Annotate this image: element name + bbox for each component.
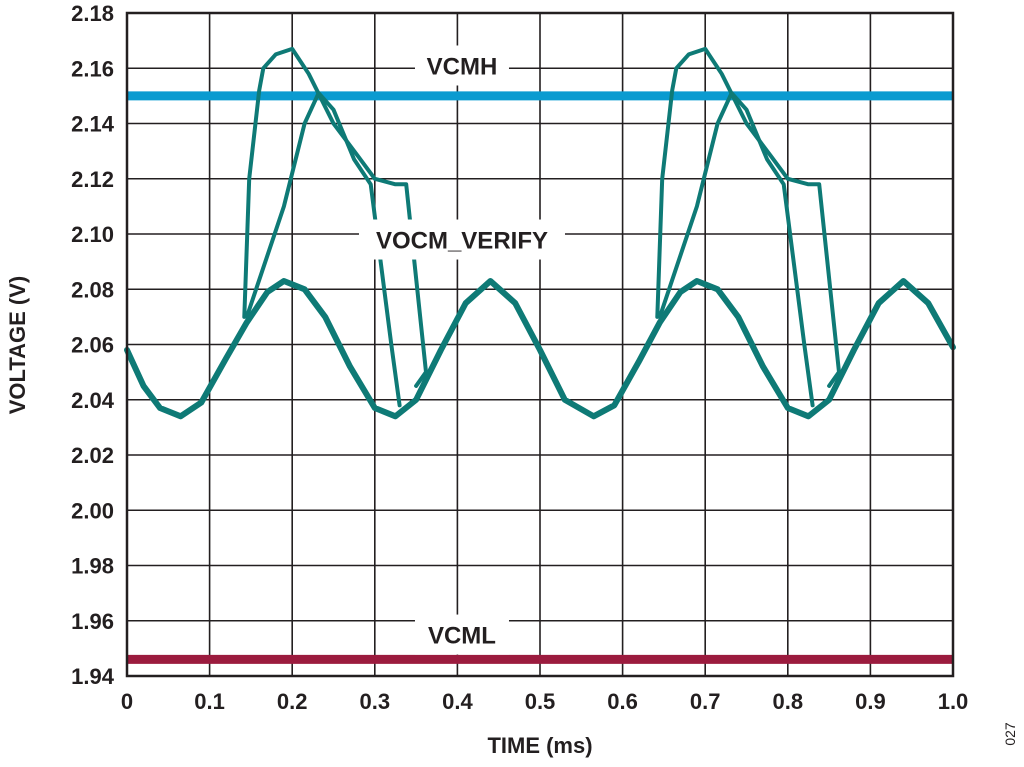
- y-axis-title: VOLTAGE (V): [5, 276, 30, 415]
- series-line-4: [244, 91, 402, 408]
- annotation-1: VOCM_VERIFY: [358, 219, 565, 260]
- y-tick-label-5: 2.04: [71, 388, 115, 413]
- x-tick-label-5: 0.5: [525, 689, 556, 714]
- y-tick-label-11: 2.16: [71, 56, 114, 81]
- x-tick-label-2: 0.2: [277, 689, 308, 714]
- y-tick-label-9: 2.12: [71, 167, 114, 192]
- y-tick-label-4: 2.02: [71, 443, 114, 468]
- annotation-bg-0: [414, 45, 509, 86]
- annotation-bg-1: [358, 219, 565, 260]
- x-tick-label-4: 0.4: [442, 689, 473, 714]
- annotation-label-1: VOCM_VERIFY: [376, 228, 548, 255]
- plot-frame: [125, 11, 955, 678]
- y-tick-label-2: 1.98: [71, 554, 114, 579]
- x-tick-label-7: 0.7: [690, 689, 721, 714]
- annotation-bg-2: [414, 614, 509, 655]
- y-tick-label-6: 2.06: [71, 333, 114, 358]
- x-tick-label-1: 0.1: [194, 689, 225, 714]
- y-tick-label-10: 2.14: [71, 112, 115, 137]
- x-tick-label-9: 0.9: [855, 689, 886, 714]
- x-tick-label-3: 0.3: [360, 689, 391, 714]
- annotation-2: VCML: [414, 614, 509, 655]
- y-tick-label-1: 1.96: [71, 609, 114, 634]
- series-layer: [124, 46, 956, 664]
- y-tick-label-0: 1.94: [71, 664, 115, 689]
- annotation-label-0: VCMH: [427, 53, 498, 80]
- y-tick-label-12: 2.18: [71, 1, 114, 26]
- x-tick-labels: 0 0.1 0.2 0.3 0.4 0.5 0.6 0.7 0.8 0.9 1.0: [121, 689, 968, 714]
- y-tick-label-8: 2.10: [71, 222, 114, 247]
- figure-id: 027: [1002, 722, 1018, 746]
- y-tick-label-3: 2.00: [71, 498, 114, 523]
- annotation-label-2: VCML: [428, 623, 496, 650]
- y-tick-label-7: 2.08: [71, 277, 114, 302]
- series-line-6: [657, 91, 815, 408]
- x-tick-label-6: 0.6: [607, 689, 638, 714]
- x-tick-label-0: 0: [121, 689, 133, 714]
- x-tick-label-8: 0.8: [773, 689, 804, 714]
- annotation-0: VCMH: [414, 45, 509, 86]
- annotation-layer: VCMH VOCM_VERIFY VCML: [358, 45, 565, 655]
- y-tick-labels: 1.94 1.96 1.98 2.00 2.02 2.04 2.06 2.08 2.10 2.12…: [71, 1, 115, 689]
- series-line-2: [124, 278, 956, 420]
- x-axis-title: TIME (ms): [487, 733, 592, 758]
- x-tick-label-10: 1.0: [938, 689, 969, 714]
